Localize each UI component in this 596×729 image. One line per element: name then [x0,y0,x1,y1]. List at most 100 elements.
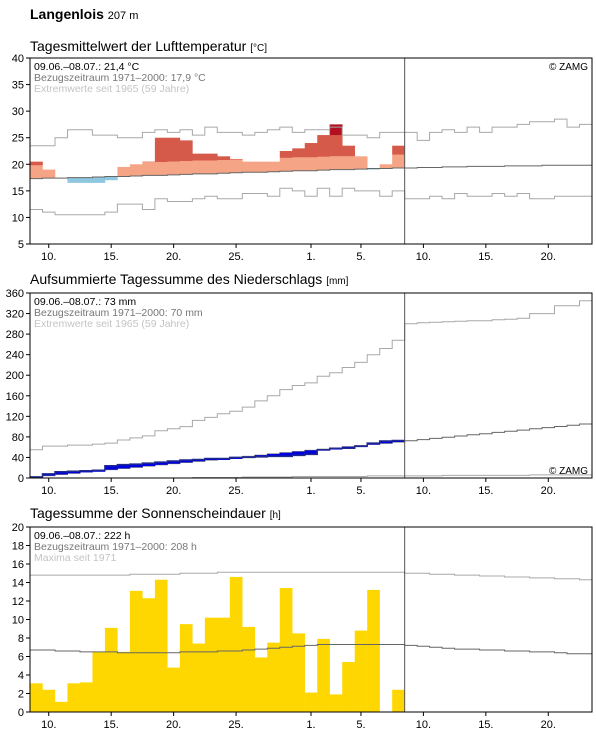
temp-anomaly-bar [117,166,131,177]
y-tick-label: 2 [18,689,24,701]
temp-anomaly-bar-strong [279,151,293,158]
y-tick-label: 0 [18,473,24,485]
temp-anomaly-bar [30,165,43,179]
temp-anomaly-bar-cold [104,176,118,181]
legend-extreme: Extremwerte seit 1965 (59 Jahre) [34,83,189,95]
temp-anomaly-bar [392,154,405,169]
sunshine-bar [329,694,343,712]
temp-anomaly-bar [192,160,206,174]
precip-observed-bar [54,471,68,475]
x-tick-label: 10. [41,719,56,729]
sunshine-bar [292,633,305,712]
precip-observed-bar [117,464,131,469]
x-tick-label: 20. [541,719,556,729]
legend-reference: Bezugszeitraum 1971–2000: 208 h [34,541,197,553]
legend-period: 09.06.–08.07.: 21,4 °C [34,61,140,73]
y-tick-label: 12 [12,596,24,608]
x-tick-label: 15. [104,485,119,497]
legend-reference: Bezugszeitraum 1971–2000: 70 mm [34,307,203,319]
x-tick-label: 25. [228,485,243,497]
precip-observed-bar [79,470,93,473]
temperature-unit: [°C] [250,43,267,54]
temperature-title-text: Tagesmittelwert der Lufttemperatur [30,38,247,54]
x-tick-label: 20. [541,485,556,497]
temp-anomaly-bar-strong [154,137,168,163]
credit-label: © ZAMG [549,466,588,477]
station-header: Langenlois 207 m [30,6,138,22]
sunshine-bar [79,682,93,712]
temp-anomaly-bar [304,157,318,171]
temp-anomaly-bar-cold [92,177,106,183]
temp-extreme-min-line [30,187,592,216]
temp-anomaly-bar-strong [179,140,193,162]
sunshine-title-text: Tagessumme der Sonnenscheindauer [30,505,266,521]
y-tick-label: 20 [12,522,24,534]
legend-extreme: Extremwerte seit 1965 (59 Jahre) [34,318,189,330]
sunshine-bar [242,626,255,712]
temp-anomaly-bar-strong [204,153,218,161]
y-tick-label: 35 [12,80,24,92]
sunshine-bar [117,651,131,712]
temp-anomaly-bar-strong [392,145,405,155]
x-tick-label: 25. [228,251,243,263]
precip-observed-bar [267,454,281,457]
legend-period: 09.06.–08.07.: 222 h [34,530,130,542]
sunshine-bar [254,657,268,712]
y-tick-label: 8 [18,633,24,645]
sunshine-bar [317,638,330,712]
y-tick-label: 360 [6,288,24,300]
temp-anomaly-bar [154,162,168,176]
x-tick-label: 10. [416,719,431,729]
precipitation-unit: [mm] [326,276,349,287]
plot-frame [29,526,593,713]
temp-anomaly-bar [242,161,256,173]
precip-observed-bar [192,459,206,462]
y-tick-label: 10 [12,212,24,224]
credit-label: © ZAMG [549,62,588,73]
temp-anomaly-bar [179,161,193,175]
precip-observed-bar [104,465,118,470]
precip-observed-bar [129,464,143,468]
temp-anomaly-bar [279,157,293,172]
sunshine-bar [279,588,293,712]
x-tick-label: 15. [478,251,493,263]
panel-1: 0 40 80 120 160 200 240 280 320 360 10. 15. 20. 25. 1.… [6,288,593,497]
y-tick-label: 40 [12,53,24,65]
temp-anomaly-bar [204,160,218,174]
temperature-panel-title: Tagesmittelwert der Lufttemperatur [°C] [30,38,267,54]
sunshine-bar [304,692,318,712]
sunshine-max-line [30,571,592,581]
y-tick-label: 200 [6,370,24,382]
x-tick-label: 10. [41,251,56,263]
sunshine-bar [179,624,193,712]
temp-anomaly-bar-cold [79,177,93,183]
temp-anomaly-bar-cold [67,177,81,183]
sunshine-bar [342,662,355,712]
temp-anomaly-bar [329,156,343,170]
temp-anomaly-bar [142,162,156,176]
precip-extreme-max-line [30,300,592,451]
sunshine-panel-title: Tagessumme der Sonnenscheindauer [h] [30,505,281,521]
temp-anomaly-bar-strong [192,153,206,161]
precip-observed-bar [67,471,81,474]
y-tick-label: 120 [6,411,24,423]
sunshine-bar [129,590,143,712]
sunshine-bar [204,617,218,712]
temp-anomaly-bar [292,157,306,171]
temp-anomaly-bar [229,159,243,173]
sunshine-bar [92,651,106,712]
sunshine-bar [30,683,43,712]
y-tick-label: 240 [6,350,24,362]
temp-anomaly-bar-cold [367,168,380,170]
temp-anomaly-bar [317,156,331,171]
sunshine-bar [142,598,156,712]
x-tick-label: 10. [416,485,431,497]
temp-extreme-max-line [30,118,592,147]
temp-climate-mean-line [30,164,592,180]
y-tick-label: 80 [12,432,24,444]
station-name: Langenlois [30,6,104,22]
sunshine-bar [154,579,168,712]
sunshine-bar [392,689,405,712]
y-tick-label: 160 [6,391,24,403]
x-tick-label: 5. [356,485,365,497]
